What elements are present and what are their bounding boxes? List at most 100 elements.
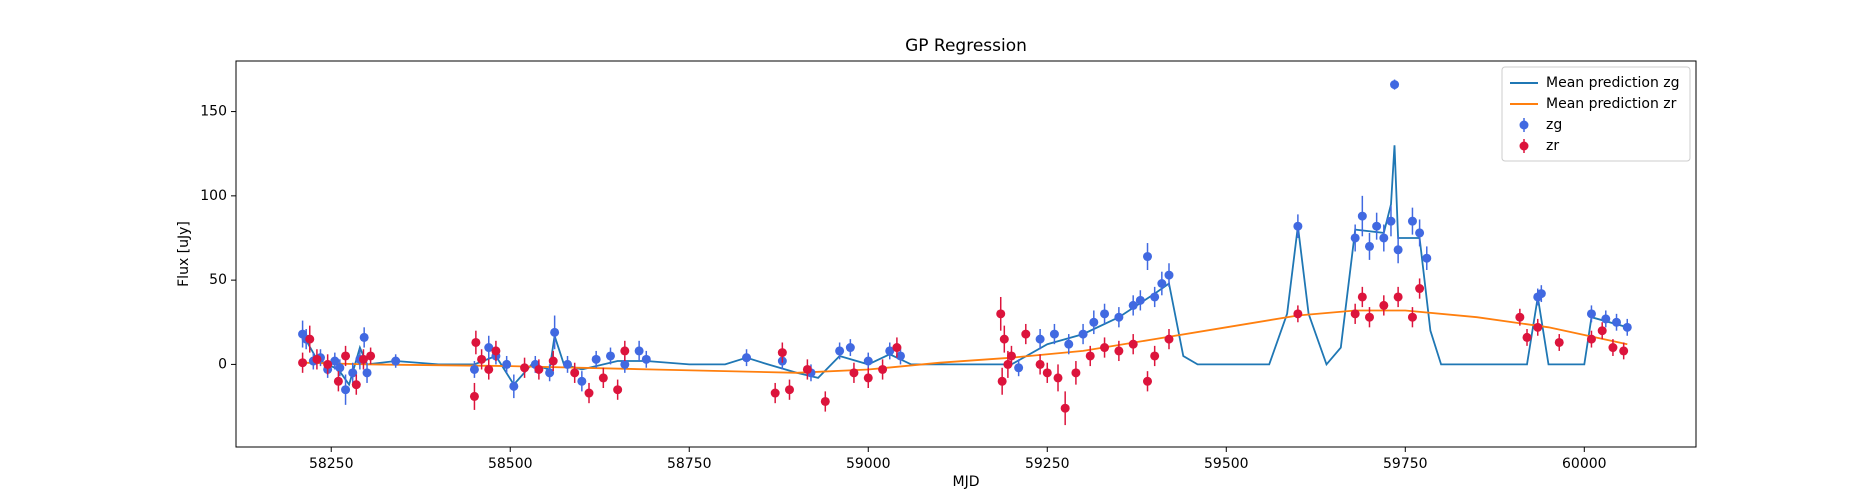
x-tick-label: 59750 xyxy=(1383,456,1428,472)
mean-line xyxy=(302,309,1628,374)
data-point xyxy=(620,359,630,369)
data-point xyxy=(1114,346,1124,356)
data-point xyxy=(548,356,558,366)
data-point xyxy=(1393,292,1403,302)
x-tick-label: 59500 xyxy=(1204,456,1249,472)
legend-label: zr xyxy=(1546,138,1559,154)
data-point xyxy=(1003,359,1013,369)
data-point xyxy=(1100,343,1110,353)
data-point xyxy=(1100,309,1110,319)
data-point xyxy=(1071,368,1081,378)
y-tick-label: 50 xyxy=(209,272,227,288)
data-point xyxy=(1536,289,1546,299)
x-tick-label: 59000 xyxy=(846,456,891,472)
data-point xyxy=(1164,334,1174,344)
legend-label: Mean prediction zr xyxy=(1546,96,1677,112)
data-point xyxy=(1622,322,1632,332)
data-point xyxy=(358,354,368,364)
data-point xyxy=(1014,363,1024,373)
data-point xyxy=(1407,312,1417,322)
data-point xyxy=(341,351,351,361)
data-point xyxy=(997,376,1007,386)
data-point xyxy=(1135,295,1145,305)
data-point xyxy=(885,346,895,356)
data-point xyxy=(484,364,494,374)
data-point xyxy=(1053,373,1063,383)
x-tick-label: 60000 xyxy=(1562,456,1607,472)
data-point xyxy=(770,388,780,398)
data-point xyxy=(1128,300,1138,310)
x-tick-label: 58500 xyxy=(488,456,533,472)
data-point xyxy=(1085,351,1095,361)
data-point xyxy=(1364,241,1374,251)
data-point xyxy=(1586,334,1596,344)
legend-swatch xyxy=(1519,120,1529,130)
data-point xyxy=(1415,284,1425,294)
data-point xyxy=(1386,216,1396,226)
data-point xyxy=(1006,351,1016,361)
data-point xyxy=(1293,221,1303,231)
data-point xyxy=(863,356,873,366)
data-point xyxy=(777,348,787,358)
data-point xyxy=(484,343,494,353)
data-point xyxy=(802,364,812,374)
data-point xyxy=(999,334,1009,344)
data-point xyxy=(351,380,361,390)
data-point xyxy=(598,373,608,383)
data-point xyxy=(469,391,479,401)
data-point xyxy=(298,358,308,368)
data-point xyxy=(878,364,888,374)
data-point xyxy=(1415,228,1425,238)
data-point xyxy=(620,346,630,356)
x-tick-label: 58250 xyxy=(309,456,354,472)
data-point xyxy=(1350,309,1360,319)
data-point xyxy=(520,363,530,373)
data-point xyxy=(570,368,580,378)
data-point xyxy=(1393,245,1403,255)
y-axis-label: Flux [uJy] xyxy=(176,221,192,287)
data-point xyxy=(333,376,343,386)
data-point xyxy=(502,359,512,369)
data-point xyxy=(1035,359,1045,369)
data-point xyxy=(1060,403,1070,413)
y-tick-label: 0 xyxy=(218,356,227,372)
data-point xyxy=(1619,346,1629,356)
y-tick-label: 150 xyxy=(200,104,227,120)
data-point xyxy=(1021,329,1031,339)
data-point xyxy=(1128,339,1138,349)
data-point xyxy=(892,343,902,353)
data-point xyxy=(534,364,544,374)
data-point xyxy=(1150,351,1160,361)
legend-label: zg xyxy=(1546,117,1562,133)
data-point xyxy=(634,346,644,356)
data-point xyxy=(1586,309,1596,319)
data-point xyxy=(605,351,615,361)
data-point xyxy=(1522,332,1532,342)
data-point xyxy=(359,332,369,342)
x-tick-label: 59250 xyxy=(1025,456,1070,472)
data-point xyxy=(550,327,560,337)
data-point xyxy=(366,351,376,361)
data-point xyxy=(613,385,623,395)
data-point xyxy=(1515,312,1525,322)
data-point xyxy=(820,396,830,406)
data-point xyxy=(742,353,752,363)
data-point xyxy=(477,354,487,364)
data-point xyxy=(563,359,573,369)
data-point xyxy=(584,388,594,398)
plot-area xyxy=(298,79,1632,426)
legend: Mean prediction zg Mean prediction zr zg zr xyxy=(1501,66,1691,162)
data-point xyxy=(1114,312,1124,322)
data-point xyxy=(1143,376,1153,386)
data-point xyxy=(1364,312,1374,322)
data-point xyxy=(1089,317,1099,327)
data-point xyxy=(1064,339,1074,349)
data-point xyxy=(330,356,340,366)
data-point xyxy=(591,354,601,364)
data-point xyxy=(1422,253,1432,263)
data-point xyxy=(1533,322,1543,332)
y-tick-label: 100 xyxy=(200,188,227,204)
data-point xyxy=(323,359,333,369)
